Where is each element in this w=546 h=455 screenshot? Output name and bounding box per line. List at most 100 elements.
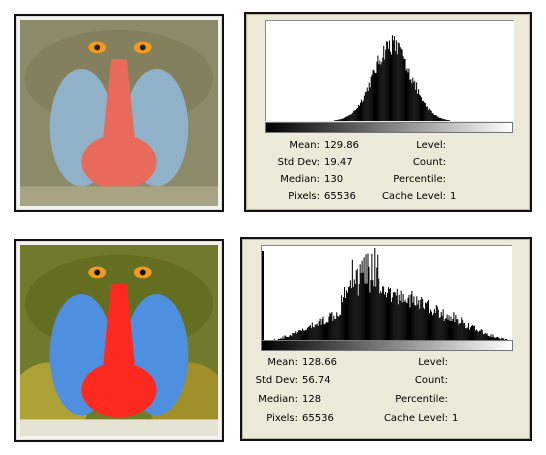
histogram-bar xyxy=(448,120,450,121)
histogram-bar xyxy=(383,45,385,121)
histogram-bar xyxy=(365,254,367,346)
histogram-bar xyxy=(382,286,384,346)
histogram-bar xyxy=(412,77,414,121)
histogram-bar xyxy=(371,253,373,346)
histogram-bar xyxy=(354,110,356,121)
histogram-bar xyxy=(412,302,414,346)
histogram-bar xyxy=(423,307,425,346)
histogram-bar xyxy=(379,60,381,121)
histogram-bar xyxy=(331,311,333,346)
histogram-bar xyxy=(362,272,364,346)
histogram-bar xyxy=(304,329,306,346)
histogram-bar xyxy=(340,119,342,121)
histogram-bar xyxy=(353,110,355,121)
histogram-bar xyxy=(467,327,469,346)
histogram-bar xyxy=(447,319,449,346)
histogram-bar xyxy=(375,73,377,121)
histogram-bar xyxy=(419,308,421,346)
histogram-bar xyxy=(432,313,434,346)
mean-value: 128.66 xyxy=(302,357,337,368)
histogram-bar xyxy=(408,294,410,346)
histogram-chart-bottom xyxy=(262,248,512,346)
histogram-bar xyxy=(383,286,385,346)
histogram-bar xyxy=(438,117,440,121)
histogram-bar xyxy=(456,319,458,346)
histogram-plot-bottom xyxy=(261,245,512,346)
histogram-bar xyxy=(418,300,420,346)
histogram-bar xyxy=(375,286,377,346)
intensity-gradient-bar-bottom xyxy=(261,340,513,351)
histogram-bar xyxy=(310,328,312,346)
histogram-bar xyxy=(393,292,395,346)
histogram-bar xyxy=(464,322,466,346)
histogram-bar xyxy=(338,316,340,346)
histogram-bar xyxy=(337,315,339,346)
histogram-bar xyxy=(339,315,341,346)
histogram-bar xyxy=(410,294,412,346)
histogram-bar xyxy=(303,330,306,346)
histogram-bar xyxy=(481,329,483,346)
histogram-bar xyxy=(364,92,366,121)
cache-level-value: 1 xyxy=(450,191,457,202)
histogram-bar xyxy=(342,118,344,121)
mandrill-photo-enhanced-frame xyxy=(14,239,224,442)
histogram-bar xyxy=(435,115,437,121)
histogram-bar xyxy=(387,287,390,346)
histogram-bar xyxy=(403,301,405,346)
histogram-bar xyxy=(332,320,334,346)
histogram-bar xyxy=(381,293,383,346)
histogram-bar xyxy=(349,114,351,121)
histogram-bar xyxy=(470,325,473,346)
histogram-bar xyxy=(341,118,343,121)
histogram-bar xyxy=(473,325,475,346)
histogram-bar xyxy=(445,119,447,121)
histogram-bar xyxy=(428,300,430,346)
histogram-bar xyxy=(395,40,397,121)
histogram-bar xyxy=(439,118,441,121)
histogram-panel-top: Mean: 129.86 Std Dev: 19.47 Median: 130 … xyxy=(244,12,532,212)
histogram-bar xyxy=(389,40,391,121)
histogram-bar xyxy=(391,35,393,121)
histogram-bar xyxy=(390,51,392,121)
histogram-bar xyxy=(400,48,402,121)
histogram-bar xyxy=(449,321,451,346)
histogram-bar xyxy=(425,106,427,121)
histogram-bar xyxy=(402,294,404,346)
histogram-bar xyxy=(399,300,401,346)
histogram-bar xyxy=(353,279,355,346)
histogram-bar xyxy=(373,286,375,346)
histogram-bar xyxy=(315,324,317,346)
histogram-bar xyxy=(296,333,298,346)
std-dev-label: Std Dev: xyxy=(277,157,320,168)
mean-label: Mean: xyxy=(267,357,298,368)
histogram-bar xyxy=(329,312,331,346)
histogram-bar xyxy=(299,330,301,346)
mandrill-photo-low-contrast xyxy=(20,20,218,206)
histogram-bar xyxy=(313,327,315,346)
histogram-bar xyxy=(308,326,310,346)
histogram-bar xyxy=(359,102,361,121)
histogram-bar xyxy=(428,108,430,121)
histogram-bar xyxy=(339,119,341,121)
nose-ridge xyxy=(103,284,135,365)
histogram-bar xyxy=(406,303,408,346)
mandrill-image-high xyxy=(20,245,218,436)
level-label: Level: xyxy=(416,140,446,151)
histogram-bar xyxy=(454,322,456,346)
histogram-bar xyxy=(374,248,376,346)
histogram-bar xyxy=(297,332,299,346)
histogram-bar xyxy=(437,309,439,346)
histogram-bar xyxy=(356,268,358,346)
histogram-bar xyxy=(262,251,264,346)
histogram-bar xyxy=(373,70,375,121)
histogram-bar xyxy=(354,283,356,346)
histogram-bar xyxy=(409,307,411,346)
histogram-bar xyxy=(350,114,352,121)
histogram-bar xyxy=(458,324,460,346)
histogram-bar xyxy=(348,115,350,121)
histogram-bar xyxy=(378,278,380,346)
histogram-bar xyxy=(484,332,486,346)
nose-ridge xyxy=(103,59,135,138)
histogram-bar xyxy=(333,315,335,346)
histogram-bar xyxy=(434,313,436,346)
